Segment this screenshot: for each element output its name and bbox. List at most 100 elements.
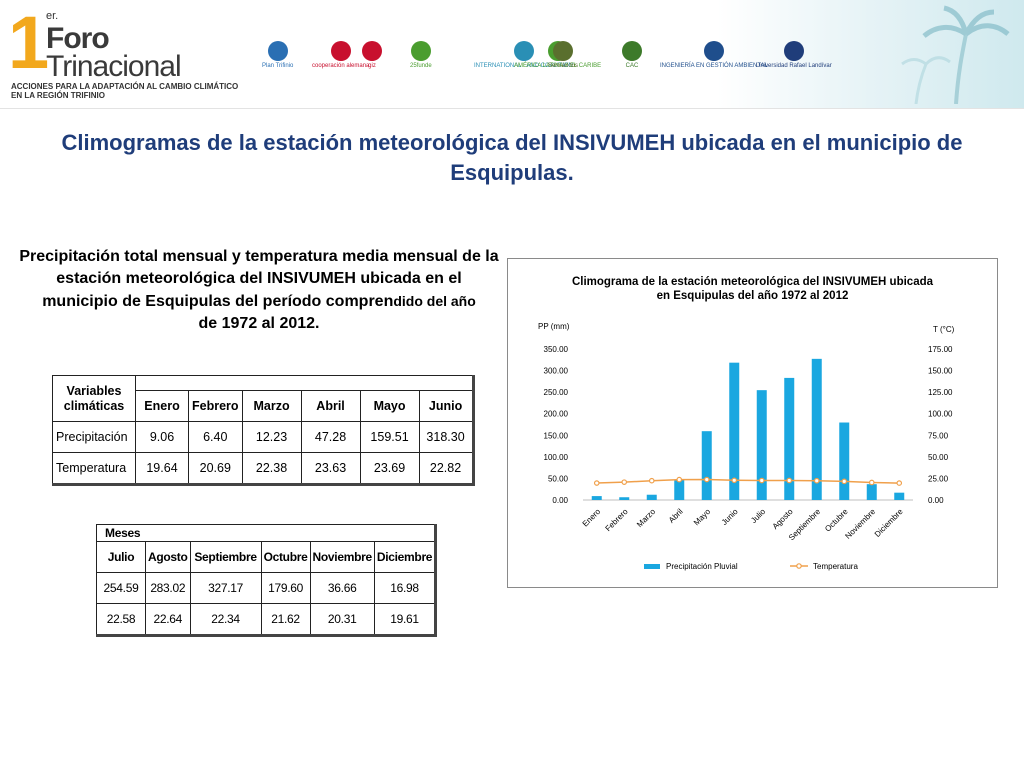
universidad-rafael-landivar-logo: Universidad Rafael Landívar bbox=[756, 38, 832, 72]
table2-month: Octubre bbox=[260, 541, 311, 573]
table-row: Temperatura 19.64 20.69 22.38 23.63 23.6… bbox=[52, 452, 474, 485]
cooperacion-alemana-logo: cooperación alemana bbox=[312, 38, 369, 72]
semiaridos-logo: Semiáridos bbox=[548, 38, 578, 72]
temperature-point bbox=[786, 477, 793, 484]
plan-trifinio-logo: Plan Trifinio bbox=[262, 38, 293, 72]
precipitation-bar bbox=[839, 422, 850, 500]
table1-month: Marzo bbox=[241, 390, 302, 422]
logo-label: giz bbox=[368, 63, 376, 69]
25-funde-mark-icon bbox=[410, 41, 431, 61]
table2-cell: 21.62 bbox=[260, 603, 311, 636]
y-tick-label-left: 150.00 bbox=[544, 431, 569, 440]
temperature-point bbox=[648, 477, 655, 484]
temperature-point bbox=[621, 479, 628, 485]
logo-label: 25funde bbox=[410, 63, 432, 69]
legend-precipitation-label: Precipitación Pluvial bbox=[666, 562, 738, 571]
x-tick-label: Julio bbox=[749, 507, 767, 525]
plan-trifinio-mark-icon bbox=[267, 41, 288, 61]
ingenieria-gestion-ambiental-mark-icon bbox=[703, 41, 724, 61]
x-tick-label: Agosto bbox=[771, 507, 795, 531]
table2-cell: 22.34 bbox=[189, 603, 262, 636]
table1-row-label: Precipitación bbox=[52, 421, 136, 453]
table2-cell: 19.61 bbox=[373, 603, 437, 636]
brand-subtitle-line2: EN LA REGIÓN TRIFINIO bbox=[11, 91, 105, 100]
precipitation-bar bbox=[701, 431, 712, 500]
brand-word-trinacional: Trinacional bbox=[46, 50, 182, 83]
y-tick-label-left: 200.00 bbox=[544, 410, 569, 419]
logo-label: INGENIERÍA EN GESTIÓN AMBIENTAL bbox=[660, 63, 768, 69]
table1-month: Enero bbox=[135, 390, 189, 422]
table2-cell: 20.31 bbox=[309, 603, 375, 636]
table2-cell: 327.17 bbox=[189, 572, 262, 604]
table2-cell: 22.64 bbox=[145, 603, 191, 636]
table2-cell: 16.98 bbox=[373, 572, 437, 604]
precipitation-bar bbox=[866, 484, 877, 500]
table2-cell: 283.02 bbox=[145, 572, 191, 604]
table2-month: Noviembre bbox=[309, 541, 375, 573]
brand-number: 1 bbox=[8, 1, 49, 84]
logo-label: Plan Trifinio bbox=[262, 63, 294, 69]
legend-precipitation-swatch bbox=[644, 564, 660, 569]
table2-cell: 22.58 bbox=[96, 603, 146, 636]
logo-label: CAC bbox=[625, 63, 639, 69]
description-tail: dido del año bbox=[393, 293, 476, 309]
table2-cell: 36.66 bbox=[309, 572, 375, 604]
y-tick-label-left: 250.00 bbox=[544, 388, 569, 397]
table1-cell: 20.69 bbox=[188, 452, 243, 485]
table1-header-blank bbox=[135, 375, 474, 391]
international-land-coalition-mark-icon bbox=[513, 41, 534, 61]
table1-cell: 22.38 bbox=[241, 452, 302, 485]
temperature-point bbox=[896, 480, 903, 486]
x-tick-label: Mayo bbox=[692, 507, 713, 528]
table2-cell: 254.59 bbox=[96, 572, 146, 604]
table1-cell: 12.23 bbox=[241, 421, 302, 453]
table2-month: Diciembre bbox=[373, 541, 437, 573]
table1-cell: 318.30 bbox=[418, 421, 474, 453]
y-tick-label-right: 0.00 bbox=[928, 496, 944, 505]
temperature-point bbox=[703, 476, 710, 483]
y-tick-label-left: 50.00 bbox=[548, 474, 569, 483]
x-tick-label: Febrero bbox=[603, 507, 630, 534]
x-tick-label: Octubre bbox=[823, 507, 850, 534]
25-funde-logo: 25funde bbox=[410, 38, 432, 72]
x-tick-label: Junio bbox=[720, 507, 740, 527]
table-row: 22.58 22.64 22.34 21.62 20.31 19.61 bbox=[96, 603, 437, 636]
table1-header-label: Variables climáticas bbox=[52, 375, 136, 422]
precipitation-bar bbox=[894, 492, 905, 500]
legend-temperature-marker bbox=[796, 563, 802, 569]
giz-mark-icon bbox=[362, 41, 382, 61]
precipitation-bar bbox=[729, 362, 740, 500]
temperature-point bbox=[841, 478, 848, 485]
y-tick-label-left: 100.00 bbox=[544, 453, 569, 462]
chart-title: Climograma de la estación meteorológica … bbox=[508, 275, 997, 303]
universidad-rafael-landivar-mark-icon bbox=[783, 41, 804, 61]
table-row: Precipitación 9.06 6.40 12.23 47.28 159.… bbox=[52, 421, 474, 453]
y-tick-label-left: 0.00 bbox=[552, 496, 568, 505]
precipitation-bar bbox=[784, 377, 795, 500]
table2-month: Septiembre bbox=[189, 541, 262, 573]
precipitation-bar bbox=[591, 496, 602, 500]
temperature-line bbox=[596, 478, 900, 484]
precipitation-bar bbox=[619, 497, 630, 500]
temperature-point bbox=[731, 477, 738, 484]
climate-table-jan-jun: Variables climáticas Enero Febrero Marzo… bbox=[52, 375, 475, 486]
international-land-coalition-logo: INTERNATIONAL LAND COALITION bbox=[474, 38, 573, 72]
precipitation-bar bbox=[646, 494, 657, 500]
logo-label: INTERNATIONAL LAND COALITION bbox=[474, 63, 574, 69]
temperature-point bbox=[676, 476, 683, 483]
cooperacion-alemana-mark-icon bbox=[330, 41, 351, 61]
table1-cell: 9.06 bbox=[135, 421, 189, 453]
slide-title: Climogramas de la estación meteorológica… bbox=[61, 130, 963, 185]
chart-title-line1: Climograma de la estación meteorológica … bbox=[571, 276, 934, 288]
y-tick-label-right: 50.00 bbox=[928, 453, 949, 462]
y-tick-label-right: 25.00 bbox=[928, 474, 949, 483]
x-tick-label: Noviembre bbox=[843, 507, 877, 541]
chart-description: Precipitación total mensual y temperatur… bbox=[18, 246, 500, 335]
table1-row-label: Temperatura bbox=[52, 452, 136, 485]
table1-month: Abril bbox=[300, 390, 361, 422]
brand-superscript: er. bbox=[46, 10, 59, 22]
y-axis-left-label: PP (mm) bbox=[538, 322, 570, 331]
y-tick-label-right: 125.00 bbox=[928, 388, 953, 397]
brand-subtitle-line1: ACCIONES PARA LA ADAPTACIÓN AL CAMBIO CL… bbox=[11, 82, 239, 91]
precipitation-bar bbox=[756, 390, 767, 500]
